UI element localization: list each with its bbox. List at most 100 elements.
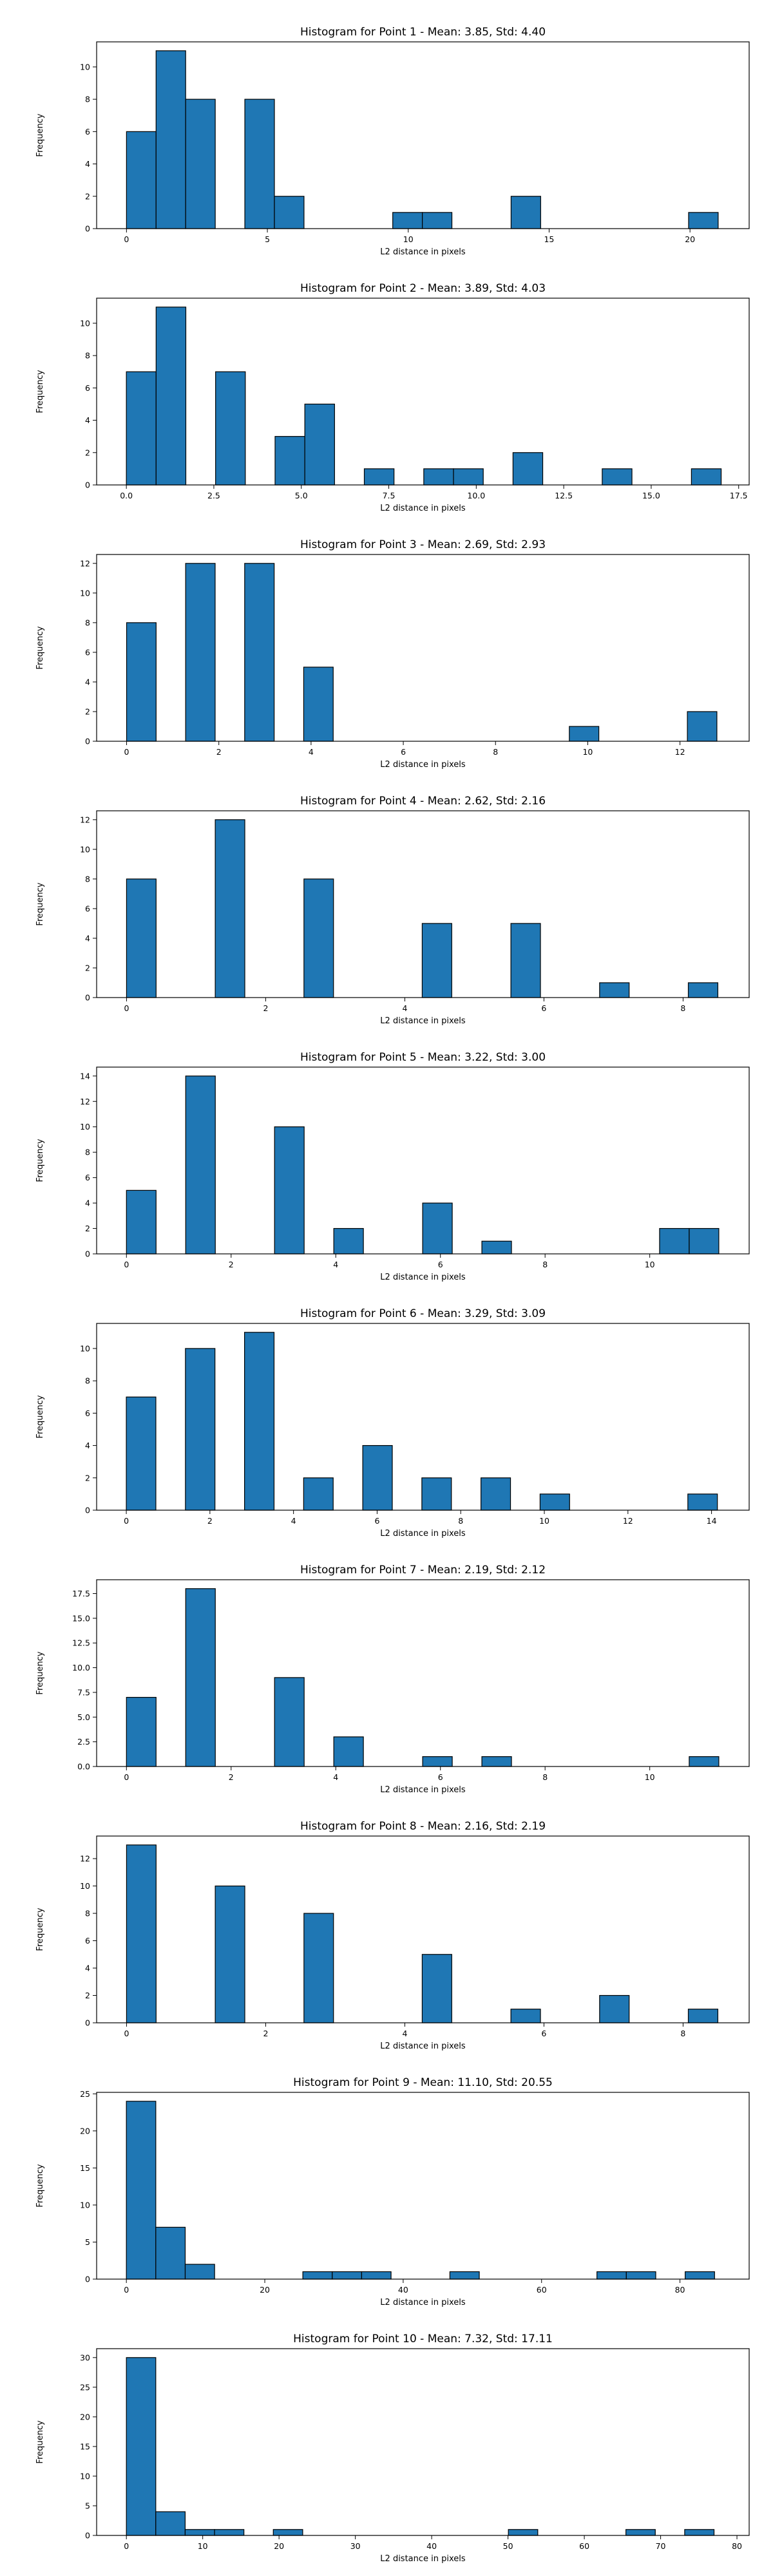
histogram-bar bbox=[332, 2271, 363, 2280]
histogram-bar bbox=[155, 50, 186, 229]
y-tick-label: 12 bbox=[80, 815, 90, 824]
y-tick-label: 15 bbox=[80, 2163, 90, 2173]
x-tick-label: 0 bbox=[124, 747, 129, 757]
x-axis-label: L2 distance in pixels bbox=[380, 1016, 466, 1026]
x-tick-label: 2 bbox=[207, 1516, 213, 1526]
histogram-bar bbox=[303, 667, 334, 742]
chart-title: Histogram for Point 3 - Mean: 2.69, Std:… bbox=[300, 538, 546, 551]
x-tick-label: 10 bbox=[403, 234, 414, 244]
histogram-bar bbox=[687, 1493, 718, 1511]
y-tick-label: 10 bbox=[80, 844, 90, 854]
x-tick-label: 10 bbox=[645, 1260, 655, 1269]
y-tick-label: 30 bbox=[80, 2353, 90, 2362]
histogram-bar bbox=[215, 1885, 245, 2023]
x-tick-label: 30 bbox=[350, 2541, 361, 2551]
histogram-bar bbox=[215, 371, 246, 486]
chart-title: Histogram for Point 4 - Mean: 2.62, Std:… bbox=[300, 795, 546, 808]
y-tick-label: 4 bbox=[85, 677, 90, 687]
x-tick-label: 80 bbox=[675, 2285, 685, 2295]
histogram-bar bbox=[685, 2271, 715, 2280]
histogram-panel-4: Histogram for Point 4 - Mean: 2.62, Std:… bbox=[35, 795, 750, 1026]
histogram-bar bbox=[539, 1493, 570, 1511]
histogram-bar bbox=[510, 923, 541, 998]
x-axis-label: L2 distance in pixels bbox=[380, 2554, 466, 2564]
y-tick-label: 7.5 bbox=[77, 1687, 90, 1697]
histogram-bar bbox=[602, 468, 633, 486]
y-tick-label: 4 bbox=[85, 933, 90, 943]
x-axis-label: L2 distance in pixels bbox=[380, 760, 466, 770]
histogram-bar bbox=[126, 1396, 157, 1511]
y-tick-label: 10 bbox=[80, 588, 90, 598]
y-tick-label: 0 bbox=[85, 2275, 90, 2284]
x-tick-label: 17.5 bbox=[730, 491, 748, 500]
y-tick-label: 2 bbox=[85, 448, 90, 457]
histogram-panel-6: Histogram for Point 6 - Mean: 3.29, Std:… bbox=[35, 1307, 750, 1539]
histogram-bar bbox=[422, 1756, 453, 1767]
bars bbox=[126, 1075, 720, 1255]
x-tick-label: 10 bbox=[645, 1772, 655, 1782]
y-tick-label: 0 bbox=[85, 1506, 90, 1515]
histogram-bar bbox=[691, 468, 722, 486]
x-tick-label: 6 bbox=[438, 1260, 443, 1269]
x-tick-label: 15 bbox=[544, 234, 554, 244]
chart-title: Histogram for Point 6 - Mean: 3.29, Std:… bbox=[300, 1307, 546, 1320]
histogram-bar bbox=[508, 2529, 539, 2536]
x-tick-label: 0 bbox=[124, 2029, 129, 2038]
histogram-bar bbox=[185, 1348, 216, 1511]
x-tick-label: 6 bbox=[401, 747, 406, 757]
histogram-bar bbox=[689, 1227, 720, 1255]
y-tick-label: 8 bbox=[85, 1376, 90, 1386]
y-tick-label: 10 bbox=[80, 1122, 90, 1132]
histogram-bar bbox=[215, 819, 245, 998]
y-tick-label: 20 bbox=[80, 2126, 90, 2136]
y-axis-label: Frequency bbox=[35, 2420, 45, 2463]
plot-frame bbox=[96, 810, 750, 998]
histogram-bar bbox=[126, 1696, 157, 1767]
histogram-bar bbox=[659, 1227, 690, 1255]
histogram-panel-2: Histogram for Point 2 - Mean: 3.89, Std:… bbox=[35, 282, 750, 513]
y-tick-label: 5.0 bbox=[77, 1712, 90, 1722]
x-tick-label: 10 bbox=[539, 1516, 549, 1526]
chart-title: Histogram for Point 2 - Mean: 3.89, Std:… bbox=[300, 282, 546, 295]
histogram-bar bbox=[422, 1202, 453, 1255]
y-tick-label: 15 bbox=[80, 2441, 90, 2451]
y-tick-label: 10 bbox=[80, 2200, 90, 2210]
x-tick-label: 60 bbox=[579, 2541, 589, 2551]
chart-title: Histogram for Point 7 - Mean: 2.19, Std:… bbox=[300, 1564, 546, 1577]
y-axis-label: Frequency bbox=[35, 1395, 45, 1438]
x-tick-label: 4 bbox=[402, 1003, 407, 1013]
histogram-bar bbox=[126, 1844, 157, 2023]
y-tick-label: 2 bbox=[85, 1224, 90, 1233]
y-tick-label: 10 bbox=[80, 1343, 90, 1353]
chart-title: Histogram for Point 9 - Mean: 11.10, Std… bbox=[293, 2076, 553, 2089]
y-tick-label: 6 bbox=[85, 1173, 90, 1182]
y-tick-label: 25 bbox=[80, 2382, 90, 2392]
x-tick-label: 4 bbox=[333, 1260, 338, 1269]
plot-frame bbox=[96, 1579, 750, 1767]
bars bbox=[126, 1332, 718, 1511]
plot-frame bbox=[96, 554, 750, 742]
x-tick-label: 8 bbox=[680, 1003, 685, 1013]
y-axis-label: Frequency bbox=[35, 370, 45, 413]
x-tick-label: 15.0 bbox=[642, 491, 660, 500]
histogram-bar bbox=[155, 2511, 186, 2536]
x-tick-label: 8 bbox=[458, 1516, 463, 1526]
y-tick-label: 0 bbox=[85, 2018, 90, 2028]
y-tick-label: 2.5 bbox=[77, 1737, 90, 1747]
histogram-bar bbox=[274, 196, 305, 229]
histogram-bar bbox=[361, 2271, 392, 2280]
x-tick-label: 0 bbox=[124, 234, 129, 244]
x-axis-label: L2 distance in pixels bbox=[380, 247, 466, 257]
histogram-bar bbox=[687, 982, 719, 998]
histogram-bar bbox=[155, 307, 187, 486]
x-tick-label: 40 bbox=[398, 2285, 408, 2295]
histogram-bar bbox=[185, 99, 216, 229]
histogram-bar bbox=[304, 403, 335, 486]
histogram-bar bbox=[512, 452, 544, 486]
bars bbox=[126, 819, 719, 998]
y-tick-label: 2 bbox=[85, 1473, 90, 1482]
y-axis-label: Frequency bbox=[35, 1908, 45, 1951]
y-tick-label: 10.0 bbox=[72, 1663, 90, 1672]
y-tick-label: 12 bbox=[80, 1854, 90, 1864]
x-axis-label: L2 distance in pixels bbox=[380, 1273, 466, 1282]
